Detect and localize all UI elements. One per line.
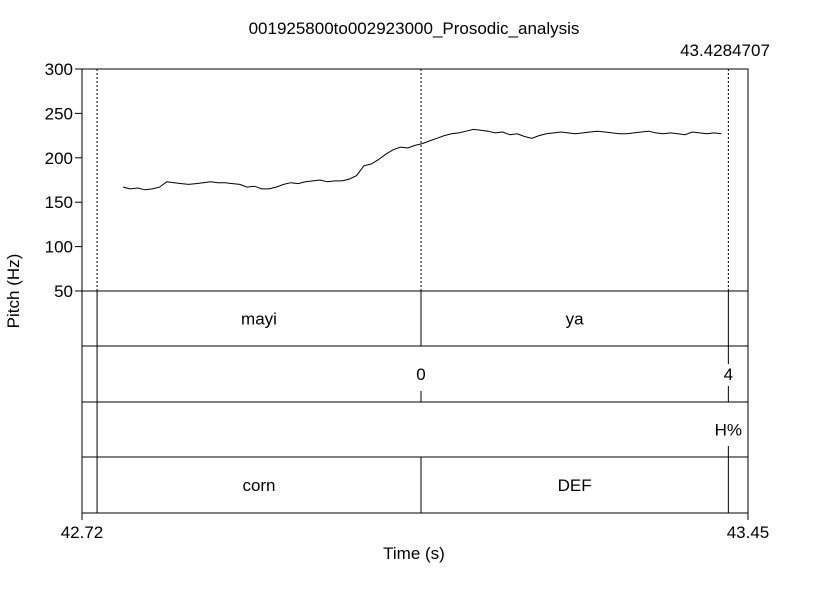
tier-interval-label: mayi [241, 310, 277, 329]
y-tick-label: 250 [45, 104, 73, 123]
y-tick-label: 300 [45, 60, 73, 79]
tier-point-label: 0 [416, 365, 425, 384]
cursor-time-label: 43.4284707 [680, 41, 770, 60]
y-tick-label: 150 [45, 193, 73, 212]
tier-point-label: 4 [724, 365, 733, 384]
tier-interval-label: corn [242, 476, 275, 495]
pitch-contour [122, 128, 722, 191]
tier-point-label: H% [715, 421, 742, 440]
chart-title: 001925800to002923000_Prosodic_analysis [249, 19, 580, 38]
y-axis-label: Pitch (Hz) [4, 254, 23, 329]
x-axis-label: Time (s) [383, 544, 445, 563]
tier-interval-label: ya [566, 310, 585, 329]
x-tick-label-start: 42.72 [61, 523, 104, 542]
y-tick-label: 50 [54, 282, 73, 301]
tier-interval-label: DEF [558, 476, 592, 495]
x-tick-label-end: 43.45 [727, 523, 770, 542]
y-tick-label: 200 [45, 149, 73, 168]
y-tick-label: 100 [45, 238, 73, 257]
